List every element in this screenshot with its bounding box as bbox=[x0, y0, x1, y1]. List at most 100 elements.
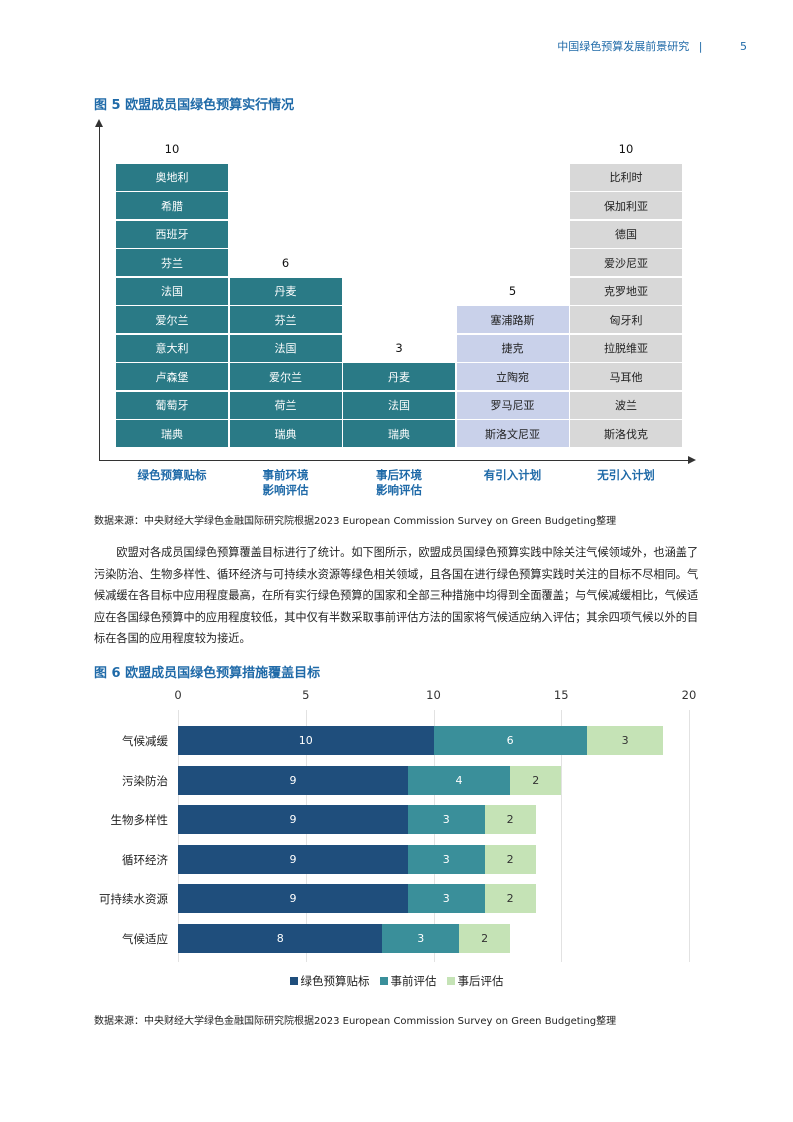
column-category-label: 事前环境 影响评估 bbox=[230, 468, 342, 498]
country-cell: 爱尔兰 bbox=[229, 363, 342, 390]
country-cell: 斯洛文尼亚 bbox=[456, 420, 569, 447]
page-header: 中国绿色预算发展前景研究 | 5 bbox=[557, 38, 747, 54]
bar-segment: 3 bbox=[407, 844, 485, 874]
bar-segment: 3 bbox=[407, 805, 485, 834]
column-category-label: 无引入计划 bbox=[570, 468, 682, 483]
bar-segment: 9 bbox=[178, 805, 408, 834]
country-cell: 拉脱维亚 bbox=[570, 334, 682, 362]
x-tick-label: 5 bbox=[302, 688, 310, 702]
column-count-label: 5 bbox=[508, 284, 517, 298]
country-cell: 法国 bbox=[116, 277, 228, 305]
country-cell: 丹麦 bbox=[343, 363, 455, 390]
column-category-label: 有引入计划 bbox=[457, 468, 569, 483]
country-cell: 马耳他 bbox=[570, 363, 682, 390]
bar-segment: 4 bbox=[407, 765, 511, 795]
bar-segment: 3 bbox=[382, 923, 460, 953]
category-label: 循环经济 bbox=[122, 852, 168, 867]
country-cell: 瑞典 bbox=[116, 420, 228, 447]
category-label: 气候适应 bbox=[122, 931, 168, 946]
legend-swatch bbox=[379, 977, 388, 985]
body-paragraph: 欧盟对各成员国绿色预算覆盖目标进行了统计。如下图所示，欧盟成员国绿色预算实践中除… bbox=[94, 546, 699, 645]
country-cell: 意大利 bbox=[116, 334, 228, 362]
y-axis-arrow bbox=[95, 119, 103, 127]
figure-5-chart: 10 奥地利 希腊 西班牙 芬兰 法国 爱尔兰 意大利 卢森堡 葡萄牙 瑞典 绿色预算贴标 6 丹麦 芬兰法… bbox=[90, 118, 710, 508]
gridline bbox=[305, 710, 307, 962]
country-cell: 卢森堡 bbox=[116, 363, 228, 390]
legend-item: 事后评估 bbox=[446, 973, 504, 989]
country-cell: 法国 bbox=[229, 334, 342, 362]
figure-6-chart: 绿色预算贴标 事前评估 事后评估 0 5 10 15 20 气候减缓 10 6 3 污染防治 9 4 2 生物… bbox=[0, 686, 793, 996]
column-count-label: 3 bbox=[395, 341, 403, 355]
bar-segment: 9 bbox=[178, 844, 408, 874]
legend-swatch bbox=[446, 977, 455, 985]
chart-legend: 绿色预算贴标 事前评估 事后评估 bbox=[0, 973, 793, 989]
category-label-line: 事前环境 bbox=[262, 468, 309, 482]
x-axis bbox=[99, 456, 696, 464]
figure-6-source: 数据来源：中央财经大学绿色金融国际研究院根据2023 European Comm… bbox=[94, 1016, 617, 1027]
category-label: 可持续水资源 bbox=[99, 892, 168, 906]
bar-segment: 8 bbox=[178, 923, 383, 953]
country-cell: 塞浦路斯 bbox=[456, 306, 569, 333]
figure-5-title: 图 5 欧盟成员国绿色预算实行情况 bbox=[94, 98, 295, 113]
country-cell: 斯洛伐克 bbox=[570, 420, 682, 447]
bar-segment: 10 bbox=[178, 726, 434, 755]
column-count-label: 10 bbox=[164, 141, 180, 156]
category-label: 气候减缓 bbox=[122, 734, 168, 748]
country-cell: 葡萄牙 bbox=[116, 391, 228, 419]
gridline bbox=[561, 710, 563, 962]
country-cell: 保加利亚 bbox=[570, 192, 682, 219]
bar-segment: 2 bbox=[459, 923, 511, 953]
header-title: 中国绿色预算发展前景研究 bbox=[557, 40, 690, 53]
bar-segment: 9 bbox=[178, 884, 408, 913]
country-cell: 爱沙尼亚 bbox=[570, 249, 682, 276]
country-cell: 匈牙利 bbox=[570, 306, 682, 333]
header-separator: | bbox=[698, 40, 703, 53]
country-cell: 波兰 bbox=[570, 391, 682, 419]
country-cell: 爱尔兰 bbox=[116, 306, 228, 333]
country-cell: 比利时 bbox=[570, 163, 682, 191]
legend-label: 绿色预算贴标 bbox=[300, 974, 370, 988]
bar-segment: 9 bbox=[178, 765, 408, 795]
legend-label: 事前评估 bbox=[390, 974, 437, 988]
x-tick-label: 15 bbox=[553, 688, 569, 702]
country-cell: 捷克 bbox=[456, 334, 569, 362]
gridline bbox=[178, 710, 179, 962]
category-label-line: 无引入计划 bbox=[597, 468, 655, 482]
column-category-label: 事后环境 影响评估 bbox=[343, 468, 455, 498]
country-cell: 西班牙 bbox=[116, 220, 228, 248]
bar-segment: 2 bbox=[484, 844, 536, 874]
x-axis-arrow bbox=[688, 456, 696, 464]
bar-segment: 2 bbox=[484, 884, 536, 913]
country-cell: 立陶宛 bbox=[456, 363, 569, 390]
category-label-line: 事后环境 bbox=[376, 468, 422, 482]
column-category-label: 绿色预算贴标 bbox=[116, 468, 228, 483]
category-label-line: 有引入计划 bbox=[483, 468, 542, 482]
category-label-line: 影响评估 bbox=[262, 483, 309, 497]
column-count-label: 10 bbox=[618, 141, 634, 156]
country-cell: 芬兰 bbox=[229, 306, 342, 333]
bar-segment: 2 bbox=[484, 805, 536, 834]
country-cell: 法国 bbox=[343, 391, 455, 419]
gridline bbox=[689, 710, 690, 962]
country-cell: 罗马尼亚 bbox=[456, 391, 569, 419]
country-cell: 克罗地亚 bbox=[570, 277, 682, 305]
x-tick-label: 20 bbox=[681, 688, 697, 702]
bar-segment: 6 bbox=[433, 726, 587, 755]
country-cell: 荷兰 bbox=[229, 391, 342, 419]
country-cell: 丹麦 bbox=[229, 277, 342, 305]
country-cell: 希腊 bbox=[116, 192, 228, 219]
country-cell: 奥地利 bbox=[116, 163, 228, 191]
legend-label: 事后评估 bbox=[457, 974, 504, 988]
bar-segment: 3 bbox=[586, 726, 664, 755]
bar-segment: 2 bbox=[510, 765, 562, 795]
figure-5-source: 数据来源：中央财经大学绿色金融国际研究院根据2023 European Comm… bbox=[94, 516, 617, 527]
legend-item: 事前评估 bbox=[379, 973, 437, 989]
y-axis bbox=[95, 119, 103, 461]
country-cell: 芬兰 bbox=[116, 249, 228, 276]
country-cell: 瑞典 bbox=[343, 420, 455, 447]
category-label: 污染防治 bbox=[122, 773, 168, 788]
x-tick-label: 0 bbox=[174, 688, 182, 702]
x-tick-label: 10 bbox=[426, 688, 441, 702]
category-label: 生物多样性 bbox=[110, 813, 169, 827]
figure-6-title: 图 6 欧盟成员国绿色预算措施覆盖目标 bbox=[94, 666, 321, 681]
